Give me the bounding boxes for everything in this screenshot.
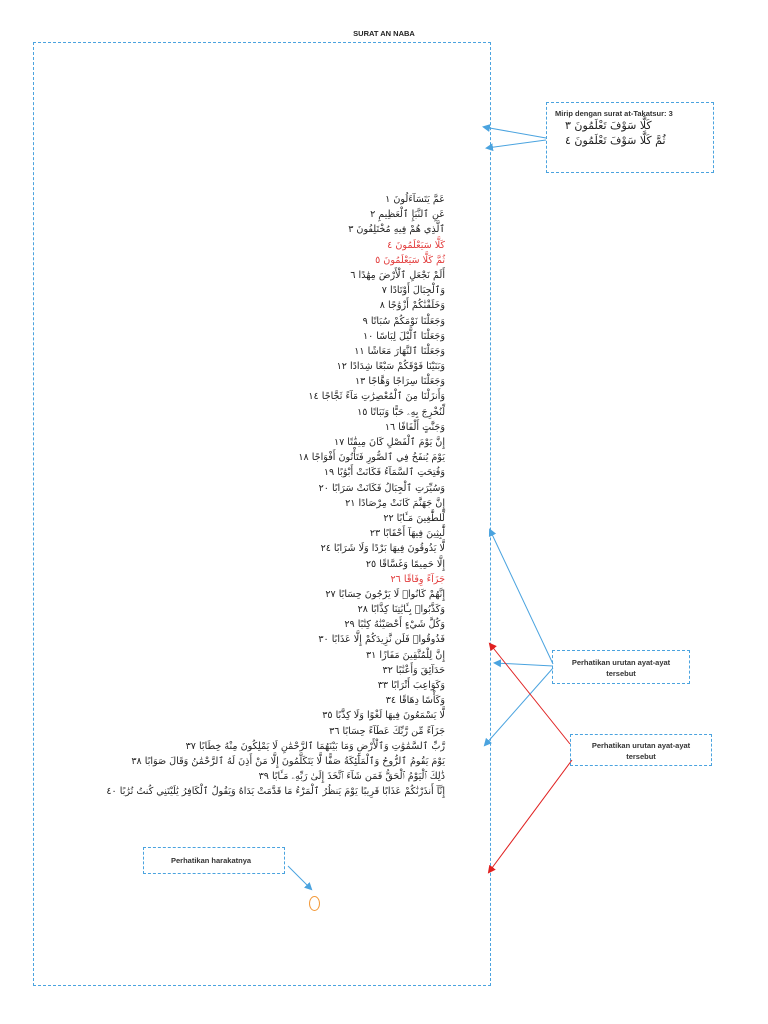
arrow-red-up bbox=[488, 642, 571, 745]
circle-mark bbox=[309, 896, 320, 911]
verse-4: كَلَّا سَيَعْلَمُونَ ٤ bbox=[387, 239, 445, 251]
arrow-urutan-mid bbox=[493, 659, 554, 668]
arrow-takatsur-1 bbox=[482, 124, 547, 139]
verse-33: وَكَوَاعِبَ أَتْرَابًا ٣٣ bbox=[377, 680, 445, 691]
verse-18: يَوْمَ يُنفَخُ فِي ٱلصُّورِ فَتَأْتُونَ … bbox=[298, 452, 445, 464]
note-takatsur: Mirip dengan surat at-Takatsur: 3 كَلَّا… bbox=[546, 102, 714, 173]
verse-13: وَجَعَلْنَا سِرَاجًا وَهَّاجًا ١٣ bbox=[355, 376, 445, 388]
note-urutan-1: Perhatikan urutan ayat-ayat tersebut bbox=[552, 650, 690, 684]
verse-29: وَكُلَّ شَيْءٍ أَحْصَيْنَٰهُ كِتَٰبًا ٢٩ bbox=[344, 619, 445, 631]
verse-40: إِنَّآ أَنذَرْنَٰكُمْ عَذَابًا قَرِيبًا … bbox=[106, 786, 445, 798]
arrow-harakat bbox=[287, 865, 313, 891]
verse-22: لِّلطَّٰغِينَ مَـَٔابًا ٢٢ bbox=[383, 512, 445, 524]
verse-38: يَوْمَ يَقُومُ ٱلرُّوحُ وَٱلْمَلَٰٓئِكَة… bbox=[131, 755, 445, 767]
note-takatsur-line-1: كَلَّا سَوْفَ تَعْلَمُونَ ٣ bbox=[565, 119, 652, 132]
verse-7: وَٱلْجِبَالَ أَوْتَادًا ٧ bbox=[381, 285, 445, 297]
verse-12: وَبَنَيْنَا فَوْقَكُمْ سَبْعًا شِدَادًا … bbox=[336, 361, 445, 373]
verse-3: ٱلَّذِي هُمْ فِيهِ مُخْتَلِفُونَ ٣ bbox=[348, 224, 445, 236]
document-title: SURAT AN NABA bbox=[353, 29, 415, 38]
verse-17: إِنَّ يَوْمَ ٱلْفَصْلِ كَانَ مِيقَٰتًا ١… bbox=[333, 437, 445, 448]
verse-26: جَزَآءً وِفَاقًا ٢٦ bbox=[390, 573, 445, 585]
verse-14: وَأَنزَلْنَا مِنَ ٱلْمُعْصِرَٰتِ مَآءً ث… bbox=[308, 391, 445, 403]
note-harakat: Perhatikan harakatnya bbox=[143, 847, 285, 874]
verse-11: وَجَعَلْنَا ٱلنَّهَارَ مَعَاشًا ١١ bbox=[354, 345, 445, 357]
verse-9: وَجَعَلْنَا نَوْمَكُمْ سُبَاتًا ٩ bbox=[362, 315, 445, 327]
verse-31: إِنَّ لِلْمُتَّقِينَ مَفَازًا ٣١ bbox=[366, 649, 445, 661]
arrow-red-down bbox=[487, 759, 573, 874]
verse-25: إِلَّا حَمِيمًا وَغَسَّاقًا ٢٥ bbox=[365, 558, 445, 570]
verse-1: عَمَّ يَتَسَآءَلُونَ ١ bbox=[385, 194, 445, 205]
arrow-urutan-down bbox=[483, 667, 554, 747]
verse-8: وَخَلَقْنَٰكُمْ أَزْوَٰجًا ٨ bbox=[379, 300, 445, 312]
surah-frame bbox=[33, 42, 491, 986]
verse-35: لَّا يَسْمَعُونَ فِيهَا لَغْوًا وَلَا كِ… bbox=[322, 710, 445, 722]
verse-16: وَجَنَّٰتٍ أَلْفَافًا ١٦ bbox=[384, 421, 445, 433]
verse-5: ثُمَّ كَلَّا سَيَعْلَمُونَ ٥ bbox=[375, 254, 445, 266]
verse-6: أَلَمْ نَجْعَلِ ٱلْأَرْضَ مِهَٰدًا ٦ bbox=[350, 269, 445, 281]
verse-39: ذَٰلِكَ ٱلْيَوْمُ ٱلْحَقُّ فَمَن شَآءَ ٱ… bbox=[258, 771, 445, 783]
verse-36: جَزَآءً مِّن رَّبِّكَ عَطَآءً حِسَابًا ٣… bbox=[329, 725, 445, 737]
verse-21: إِنَّ جَهَنَّمَ كَانَتْ مِرْصَادًا ٢١ bbox=[345, 497, 445, 509]
verse-37: رَّبِّ ٱلسَّمَٰوَٰتِ وَٱلْأَرْضِ وَمَا ب… bbox=[185, 740, 445, 752]
verse-19: وَفُتِحَتِ ٱلسَّمَآءُ فَكَانَتْ أَبْوَٰب… bbox=[323, 467, 445, 479]
note-takatsur-line-2: ثُمَّ كَلَّا سَوْفَ تَعْلَمُونَ ٤ bbox=[565, 134, 666, 147]
verse-24: لَّا يَذُوقُونَ فِيهَا بَرْدًا وَلَا شَر… bbox=[320, 543, 445, 555]
verse-23: لَّٰبِثِينَ فِيهَآ أَحْقَابًا ٢٣ bbox=[369, 528, 445, 540]
verse-34: وَكَأْسًا دِهَاقًا ٣٤ bbox=[385, 695, 445, 707]
verse-20: وَسُيِّرَتِ ٱلْجِبَالُ فَكَانَتْ سَرَابً… bbox=[318, 482, 445, 494]
arrow-urutan-up bbox=[488, 528, 554, 665]
verse-2: عَنِ ٱلنَّبَإِ ٱلْعَظِيمِ ٢ bbox=[370, 209, 445, 221]
arrow-takatsur-2 bbox=[485, 139, 547, 152]
verse-28: وَكَذَّبُوا۟ بِـَٔايَٰتِنَا كِذَّابًا ٢٨ bbox=[357, 604, 445, 616]
verse-27: إِنَّهُمْ كَانُوا۟ لَا يَرْجُونَ حِسَابً… bbox=[325, 588, 445, 600]
note-takatsur-heading: Mirip dengan surat at-Takatsur: 3 bbox=[555, 109, 673, 118]
verse-10: وَجَعَلْنَا ٱلَّيْلَ لِبَاسًا ١٠ bbox=[362, 330, 445, 342]
verse-list: عَمَّ يَتَسَآءَلُونَ ١ عَنِ ٱلنَّبَإِ ٱلْ… bbox=[106, 192, 445, 800]
verse-32: حَدَآئِقَ وَأَعْنَٰبًا ٣٢ bbox=[382, 664, 445, 676]
verse-15: لِّنُخْرِجَ بِهِۦ حَبًّا وَنَبَاتًا ١٥ bbox=[357, 406, 445, 418]
verse-30: فَذُوقُوا۟ فَلَن نَّزِيدَكُمْ إِلَّا عَذ… bbox=[318, 634, 445, 646]
note-urutan-2: Perhatikan urutan ayat-ayat tersebut bbox=[570, 734, 712, 766]
